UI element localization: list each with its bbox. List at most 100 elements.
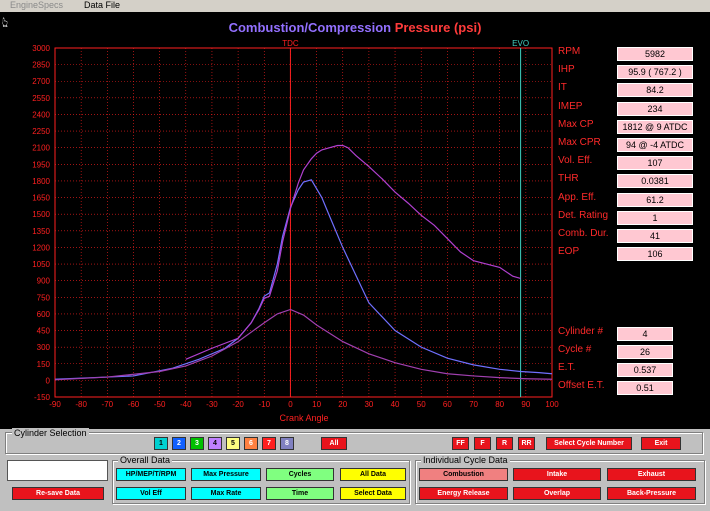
all-data-button[interactable]: All Data (340, 468, 406, 481)
x-tick-label: -60 (128, 400, 140, 409)
stat-value: 234 (617, 101, 693, 116)
chart-title: Combustion/Compression Pressure (psi) (0, 20, 710, 35)
stat-value: 95.9 ( 767.2 ) (617, 65, 693, 80)
x-tick-label: 30 (364, 400, 373, 409)
stat-label: Max CP (558, 118, 594, 130)
y-tick-label: 1500 (32, 210, 50, 219)
status-textbox[interactable] (7, 460, 108, 481)
stat-value: 84.2 (617, 83, 693, 98)
overall-data-group (112, 460, 410, 504)
stat-label: Comb. Dur. (558, 228, 609, 239)
marker-label-tdc: TDC (282, 39, 299, 48)
intake-button[interactable]: Intake (513, 468, 601, 481)
x-tick-label: -10 (258, 400, 270, 409)
stat-value: 107 (617, 156, 693, 171)
stat-value: 0.537 (617, 363, 673, 377)
select-data-button[interactable]: Select Data (340, 487, 406, 500)
y-tick-label: 900 (37, 277, 51, 286)
stat-label: Cycle # (558, 344, 592, 355)
chart-title-part1: Combustion/Compression (228, 20, 395, 35)
y-tick-label: 1800 (32, 177, 50, 186)
stat-label: Max CPR (558, 137, 601, 148)
cylinder-button-1[interactable]: 1 (154, 437, 168, 450)
y-tick-label: 450 (37, 327, 51, 336)
menu-engine-specs[interactable]: EngineSpecs (10, 0, 64, 10)
mouse-cursor-icon: 👆︎ (2, 14, 9, 30)
cylinder-button-8[interactable]: 8 (280, 437, 294, 450)
stat-label: App. Eff. (558, 191, 597, 203)
cylinder-selection-title: Cylinder Selection (12, 428, 89, 438)
menu-bar: EngineSpecs Data File (0, 0, 710, 12)
cylinder-all-button[interactable]: All (321, 437, 347, 450)
overlap-button[interactable]: Overlap (513, 487, 601, 500)
series-line-2 (185, 144, 521, 360)
time-button[interactable]: Time (266, 487, 334, 500)
x-tick-label: 70 (469, 400, 478, 409)
marker-label-evo: EVO (512, 39, 529, 48)
y-tick-label: 1200 (32, 243, 50, 252)
stat-value: 94 @ -4 ATDC (617, 138, 693, 152)
stat-value: 26 (617, 345, 673, 359)
x-tick-label: 90 (521, 400, 530, 409)
x-tick-label: -90 (49, 400, 61, 409)
stat-label: THR (558, 173, 579, 185)
x-tick-label: 50 (417, 400, 426, 409)
individual-cycle-group (415, 460, 705, 504)
hp-mep-t-rpm-button[interactable]: HP/MEP/T/RPM (116, 468, 186, 481)
x-tick-label: 10 (312, 400, 321, 409)
cycle-nav-f-button[interactable]: F (474, 437, 491, 450)
y-tick-label: 600 (37, 310, 51, 319)
y-tick-label: 300 (37, 343, 51, 352)
re-save-data-button[interactable]: Re-save Data (12, 487, 104, 500)
y-tick-label: 2550 (32, 94, 50, 103)
cycle-nav-ff-button[interactable]: FF (452, 437, 469, 450)
cylinder-button-7[interactable]: 7 (262, 437, 276, 450)
stat-label: IHP (558, 64, 575, 76)
stat-label: Offset E.T. (558, 380, 605, 391)
y-tick-label: 3000 (32, 44, 50, 53)
stat-value: 0.0381 (617, 174, 693, 189)
cylinder-button-2[interactable]: 2 (172, 437, 186, 450)
x-tick-label: 40 (391, 400, 400, 409)
back-pressure-button[interactable]: Back-Pressure (607, 487, 696, 500)
menu-data-file[interactable]: Data File (84, 0, 121, 10)
stat-value: 1 (617, 210, 693, 225)
vol-eff-button[interactable]: Vol Eff (116, 487, 186, 500)
stat-label: Det. Rating (558, 209, 609, 221)
x-tick-label: -70 (102, 400, 114, 409)
cycle-nav-r-button[interactable]: R (496, 437, 513, 450)
pressure-chart: TDC EVO -90 -80 -70 -60 -50 -40 -30 -20 -10 0 10 20 3… (32, 39, 559, 423)
x-axis-label: Crank Angle (279, 413, 328, 423)
energy-release-button[interactable]: Energy Release (419, 487, 508, 500)
max-pressure-button[interactable]: Max Pressure (191, 468, 261, 481)
data-series (54, 144, 553, 381)
exhaust-button[interactable]: Exhaust (607, 468, 696, 481)
combustion-button[interactable]: Combustion (419, 468, 508, 481)
cycle-nav-rr-button[interactable]: RR (518, 437, 535, 450)
chart-title-part2: Pressure (psi) (394, 20, 482, 35)
stat-label: IT (558, 82, 567, 94)
x-tick-label: 80 (495, 400, 504, 409)
tick-labels: -90 -80 -70 -60 -50 -40 -30 -20 -10 0 10 20 30 40 50 60… (32, 44, 559, 409)
stat-label: IMEP (558, 100, 583, 112)
y-tick-label: 1650 (32, 194, 50, 203)
x-tick-label: -30 (206, 400, 218, 409)
stat-value: 4 (617, 327, 673, 341)
cylinder-button-4[interactable]: 4 (208, 437, 222, 450)
stat-label: Cylinder # (558, 326, 604, 337)
stat-label: RPM (558, 46, 581, 57)
cycles-button[interactable]: Cycles (266, 468, 334, 481)
x-tick-label: -80 (75, 400, 87, 409)
y-tick-label: -150 (34, 393, 51, 402)
exit-button[interactable]: Exit (641, 437, 681, 450)
cylinder-button-6[interactable]: 6 (244, 437, 258, 450)
select-cycle-number-button[interactable]: Select Cycle Number (546, 437, 632, 450)
cylinder-button-5[interactable]: 5 (226, 437, 240, 450)
y-tick-label: 0 (46, 376, 51, 385)
cylinder-button-3[interactable]: 3 (190, 437, 204, 450)
x-tick-label: 60 (443, 400, 452, 409)
max-rate-button[interactable]: Max Rate (191, 487, 261, 500)
series-line-3 (54, 308, 553, 381)
stat-value: 0.51 (617, 381, 673, 395)
x-tick-label: 100 (545, 400, 559, 409)
